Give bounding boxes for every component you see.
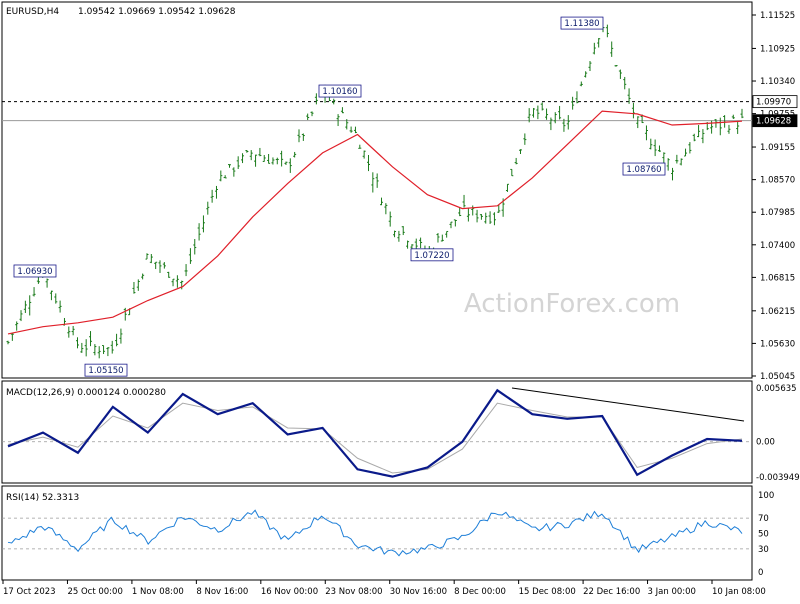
- price-tick-label: 1.10925: [760, 44, 795, 54]
- time-tick-label: 3 Jan 00:00: [648, 587, 696, 597]
- ohlc-label: 1.09542 1.09669 1.09542 1.09628: [78, 7, 236, 17]
- time-tick-label: 8 Dec 00:00: [454, 587, 506, 597]
- price-annotation-box: [84, 363, 128, 377]
- time-tick-label: 8 Nov 16:00: [196, 587, 248, 597]
- price-annotation-box: [410, 248, 454, 262]
- main-price-panel: [1, 1, 753, 379]
- watermark: ActionForex.com: [464, 289, 680, 319]
- price-annotation-box: [622, 162, 666, 176]
- rsi-tick-label: 0: [758, 568, 763, 578]
- time-tick-label: 10 Jan 08:00: [712, 587, 766, 597]
- price-annotation-label: 1.08760: [626, 165, 661, 175]
- rsi-tick-label: 70: [758, 514, 769, 524]
- time-tick-label: 1 Nov 08:00: [132, 587, 184, 597]
- rsi-tick-label: 30: [758, 545, 769, 555]
- price-tick-label: 1.05630: [760, 339, 795, 349]
- macd-tick-label: -0.003949: [756, 473, 800, 483]
- price-annotation-label: 1.05150: [88, 366, 123, 376]
- time-tick-label: 15 Dec 08:00: [519, 587, 576, 597]
- time-tick-label: 16 Nov 00:00: [261, 587, 318, 597]
- symbol-label: EURUSD,H4: [6, 7, 59, 17]
- price-annotation-label: 1.07220: [414, 251, 449, 261]
- price-tick-label: 1.06815: [760, 273, 795, 283]
- price-annotation-label: 1.11380: [564, 19, 599, 29]
- time-axis: 17 Oct 2023 25 Oct 00:00 1 Nov 08:00 8 Nov …: [2, 580, 766, 597]
- price-tick-label: 1.09155: [760, 143, 795, 153]
- price-tick-label: 1.05045: [760, 372, 795, 382]
- price-annotation-label: 1.06930: [17, 267, 52, 277]
- price-annotation-box: [318, 84, 362, 98]
- time-tick-label: 23 Nov 08:00: [325, 587, 382, 597]
- rsi-axis: 100 70 50 30 0: [758, 491, 774, 578]
- rsi-label: RSI(14) 52.3313: [6, 493, 79, 503]
- time-tick-label: 25 Oct 00:00: [67, 587, 122, 597]
- macd-tick-label: 0.005635: [756, 384, 797, 394]
- time-tick-label: 30 Nov 16:00: [390, 587, 447, 597]
- current-price-tag-box: [752, 114, 798, 128]
- time-tick-label: 17 Oct 2023: [3, 587, 56, 597]
- rsi-tick-label: 50: [758, 530, 769, 540]
- macd-tick-label: 0.00: [756, 438, 775, 448]
- macd-line: [7, 388, 743, 478]
- price-tick-label: 1.11525: [760, 11, 795, 21]
- price-tick-label: 1.10340: [760, 77, 795, 87]
- price-tick-label: 1.08570: [760, 176, 795, 186]
- macd-signal-line: [7, 402, 743, 474]
- price-tick-label: 1.07400: [760, 241, 795, 251]
- price-axis: 1.115251.109251.103401.097551.091551.085…: [752, 11, 798, 382]
- rsi-line: [7, 509, 743, 557]
- resistance-tag-text: 1.09970: [756, 98, 791, 108]
- resistance-tag-box: [752, 95, 798, 109]
- time-tick-label: 22 Dec 16:00: [583, 587, 640, 597]
- macd-trendline: [511, 387, 745, 422]
- price-tick-label: 1.06215: [760, 307, 795, 317]
- price-annotation-box: [13, 264, 57, 278]
- macd-label: MACD(12,26,9) 0.000124 0.000280: [6, 388, 166, 398]
- current-price-tag-text: 1.09628: [756, 117, 791, 127]
- moving-average-line: [7, 110, 743, 335]
- price-tick-label: 1.07985: [760, 208, 795, 218]
- rsi-panel: [1, 485, 753, 581]
- price-annotations: 1.06930 1.05150 1.10160 1.07220 1.11380 1.087…: [13, 16, 666, 377]
- macd-axis: 0.005635 0.00 -0.003949: [756, 384, 800, 483]
- price-annotation-box: [560, 16, 604, 30]
- rsi-tick-label: 100: [758, 491, 774, 501]
- price-annotation-label: 1.10160: [322, 87, 357, 97]
